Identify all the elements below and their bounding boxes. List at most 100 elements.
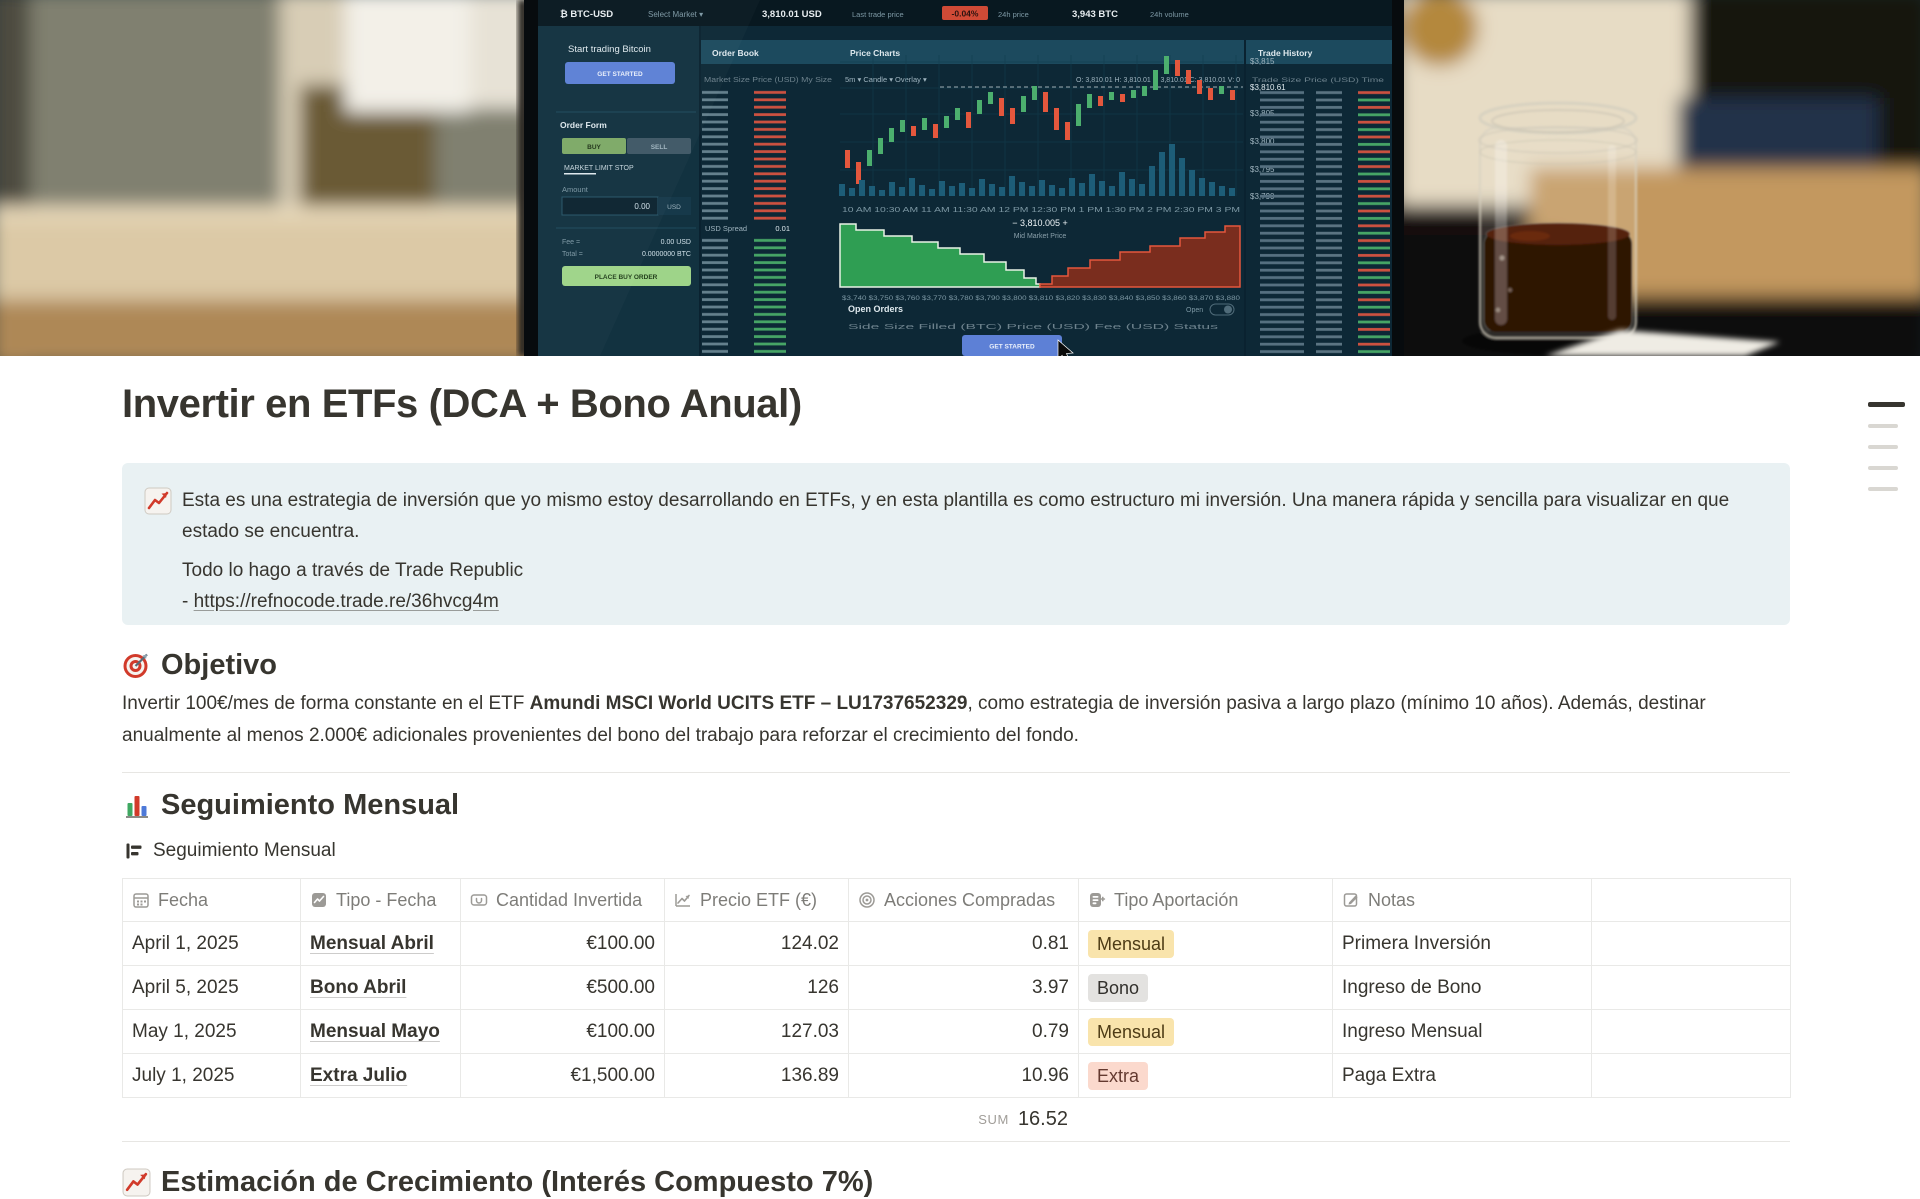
cell-tipo[interactable]: Mensual Mayo — [300, 1009, 461, 1054]
seguimiento-heading-label: Seguimiento Mensual — [161, 789, 460, 821]
column-header-cantidad[interactable]: Cantidad Invertida — [460, 878, 665, 922]
cover-right-background — [1385, 0, 1920, 356]
trade-history-title: Trade History — [1258, 48, 1313, 58]
change-badge — [942, 6, 988, 20]
tag-mensual[interactable]: Mensual — [1088, 1017, 1175, 1046]
select-icon — [1090, 893, 1106, 907]
cell-fecha[interactable]: May 1, 2025 — [122, 1009, 301, 1054]
cover-photo: ₿ BTC-USD Select Market ▾ 3,810.01 USD L… — [0, 0, 1920, 356]
link-prefix: - — [182, 591, 194, 612]
tag-extra[interactable]: Extra — [1088, 1061, 1149, 1090]
toc-item[interactable] — [1868, 487, 1898, 491]
column-header-empty[interactable] — [1591, 878, 1791, 922]
table-row: April 5, 2025 Bono Abril €500.00 126 3.9… — [122, 965, 1791, 1010]
tag-mensual[interactable]: Mensual — [1088, 929, 1175, 958]
column-header-tipo-fecha[interactable]: Tipo - Fecha — [300, 878, 461, 922]
cell-empty[interactable] — [1591, 1009, 1791, 1054]
cell-precio[interactable]: 126 — [664, 965, 849, 1010]
table-view-icon — [126, 843, 142, 859]
cell-precio[interactable]: 124.02 — [664, 921, 849, 966]
cell-aportacion[interactable]: Mensual — [1078, 1009, 1333, 1054]
svg-text:0.01: 0.01 — [775, 224, 790, 233]
objetivo-heading-label: Objetivo — [161, 649, 278, 681]
toc-item[interactable] — [1868, 424, 1898, 428]
growth-heading-label: Estimación de Crecimiento (Interés Compu… — [161, 1166, 874, 1198]
callout-paragraph[interactable]: Todo lo hago a través de Trade Republic — [182, 560, 524, 581]
cell-aportacion[interactable]: Mensual — [1078, 921, 1333, 966]
cell-precio[interactable]: 127.03 — [664, 1009, 849, 1054]
svg-text:PLACE BUY ORDER: PLACE BUY ORDER — [595, 274, 658, 281]
seguimiento-heading[interactable]: Seguimiento Mensual — [122, 789, 459, 822]
objetivo-heading[interactable]: Objetivo — [122, 649, 277, 682]
cell-cantidad[interactable]: €1,500.00 — [460, 1053, 665, 1098]
table-sum-row[interactable]: SUM 16.52 — [122, 1097, 1068, 1141]
ohlc-readout: O: 3,810.01 H: 3,810.01 L: 3,810.01 C: 3… — [1076, 77, 1240, 84]
page-title[interactable]: Invertir en ETFs (DCA + Bono Anual) — [122, 382, 802, 426]
cell-acciones[interactable]: 0.81 — [848, 921, 1079, 966]
bar-chart-emoji-icon — [126, 796, 148, 818]
cell-tipo[interactable]: Bono Abril — [300, 965, 461, 1010]
cell-fecha[interactable]: April 5, 2025 — [122, 965, 301, 1010]
order-book-title: Order Book — [712, 48, 759, 58]
toc-item[interactable] — [1868, 402, 1905, 407]
column-header-aportacion[interactable]: Tipo Aportación — [1078, 878, 1333, 922]
cell-empty[interactable] — [1591, 1053, 1791, 1098]
select-market-label: Select Market ▾ — [648, 10, 703, 19]
cell-aportacion[interactable]: Extra — [1078, 1053, 1333, 1098]
callout-paragraph[interactable]: Esta es una estrategia de inversión que … — [182, 490, 1730, 542]
cell-fecha[interactable]: July 1, 2025 — [122, 1053, 301, 1098]
order-book: Market Size Price (USD) My Size USD Spre… — [702, 77, 832, 356]
cell-cantidad[interactable]: €100.00 — [460, 1009, 665, 1054]
toc-item[interactable] — [1868, 445, 1898, 449]
sell-button — [627, 138, 691, 154]
cell-notas[interactable]: Ingreso de Bono — [1332, 965, 1592, 1010]
cell-empty[interactable] — [1591, 921, 1791, 966]
depth-axis: $3,740 $3,750 $3,760 $3,770 $3,780 $3,79… — [842, 295, 1240, 302]
last-price: 3,810.01 USD — [762, 9, 822, 20]
start-trading-label: Start trading Bitcoin — [568, 44, 651, 55]
cell-tipo[interactable]: Mensual Abril — [300, 921, 461, 966]
order-form-label: Order Form — [560, 120, 607, 130]
notes-icon — [1343, 893, 1358, 907]
mouse-cursor — [1057, 339, 1074, 356]
number-icon — [470, 894, 488, 906]
cell-fecha[interactable]: April 1, 2025 — [122, 921, 301, 966]
candlestick-chart: 5m ▾ Candle ▾ Overlay ▾ O: 3,810.01 H: 3… — [839, 55, 1286, 214]
cell-acciones[interactable]: 10.96 — [848, 1053, 1079, 1098]
cell-cantidad[interactable]: €100.00 — [460, 921, 665, 966]
table-of-contents[interactable] — [1868, 402, 1912, 508]
cell-aportacion[interactable]: Bono — [1078, 965, 1333, 1010]
cell-empty[interactable] — [1591, 965, 1791, 1010]
objetivo-paragraph[interactable]: Invertir 100€/mes de forma constante en … — [122, 693, 1706, 746]
cell-notas[interactable]: Ingreso Mensual — [1332, 1009, 1592, 1054]
etf-name-bold: Amundi MSCI World UCITS ETF – LU17376523… — [529, 693, 968, 714]
tag-bono[interactable]: Bono — [1088, 973, 1149, 1002]
svg-text:USD: USD — [667, 204, 681, 211]
last-price-label: Last trade price — [852, 10, 904, 19]
cell-cantidad[interactable]: €500.00 — [460, 965, 665, 1010]
cell-acciones[interactable]: 3.97 — [848, 965, 1079, 1010]
volume-value: 3,943 BTC — [1072, 9, 1118, 20]
cell-notas[interactable]: Primera Inversión — [1332, 921, 1592, 966]
growth-heading[interactable]: Estimación de Crecimiento (Interés Compu… — [122, 1166, 873, 1199]
volume-label: 24h volume — [1150, 10, 1189, 19]
cell-precio[interactable]: 136.89 — [664, 1053, 849, 1098]
column-header-precio[interactable]: Precio ETF (€) — [664, 878, 849, 922]
cell-tipo[interactable]: Extra Julio — [300, 1053, 461, 1098]
change-label: 24h price — [998, 10, 1029, 19]
column-header-notas[interactable]: Notas — [1332, 878, 1592, 922]
trade-republic-link[interactable]: https://refnocode.trade.re/36hvcg4m — [193, 591, 499, 612]
chart-controls: 5m ▾ Candle ▾ Overlay ▾ — [845, 75, 927, 84]
column-header-acciones[interactable]: Acciones Compradas — [848, 878, 1079, 922]
cell-notas[interactable]: Paga Extra — [1332, 1053, 1592, 1098]
cell-acciones[interactable]: 0.79 — [848, 1009, 1079, 1054]
database-view-tab[interactable]: Seguimiento Mensual — [124, 838, 336, 864]
toc-item[interactable] — [1868, 466, 1898, 470]
column-header-fecha[interactable]: Fecha — [122, 878, 301, 922]
callout-block[interactable]: Esta es una estrategia de inversión que … — [122, 463, 1790, 625]
svg-text:SELL: SELL — [651, 144, 668, 151]
cover-left-background — [0, 0, 570, 356]
svg-text:Total =: Total = — [562, 251, 583, 258]
table-row: July 1, 2025 Extra Julio €1,500.00 136.8… — [122, 1053, 1791, 1098]
callout-link-line: - https://refnocode.trade.re/36hvcg4m — [182, 586, 1766, 617]
